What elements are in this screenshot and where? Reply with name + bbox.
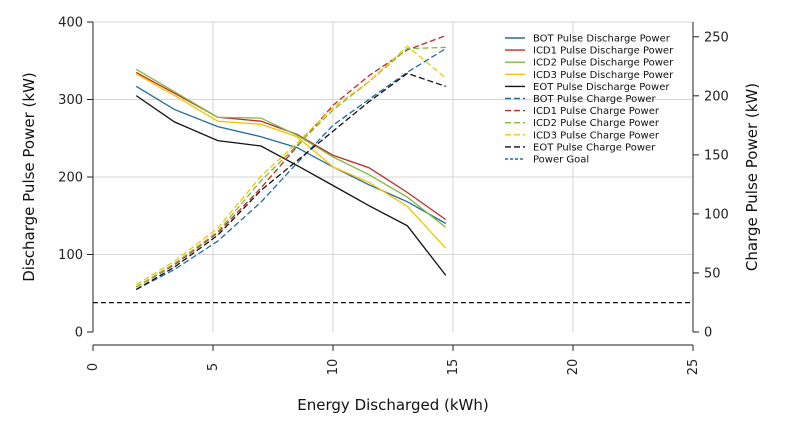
y-tick-label: 100 [58,248,83,263]
x-axis-title: Energy Discharged (kWh) [297,396,488,414]
legend-label: Power Goal [533,155,589,166]
series-bot-pulse-charge-power [135,48,447,291]
y2-tick-label: 50 [704,266,721,281]
series-icd2-pulse-charge-power [135,46,446,288]
legend-label: BOT Pulse Discharge Power [533,34,671,45]
legend-label: ICD3 Pulse Discharge Power [533,70,674,81]
y-axis-left: 0 100 200 300 400 [58,16,93,341]
y2-tick-label: 0 [704,326,712,341]
y2-tick-label: 150 [704,148,729,163]
y2-axis-title: Charge Pulse Power (kW) [743,83,761,271]
y2-tick-label: 200 [704,89,729,104]
series-eot-pulse-discharge-power [135,95,447,276]
y-tick-label: 400 [58,16,83,31]
y-tick-label: 0 [75,326,83,341]
y2-tick-label: 100 [704,207,729,222]
x-tick-label: 10 [326,359,341,376]
x-axis: 0 5 10 15 20 25 [86,344,701,376]
legend-label: ICD3 Pulse Charge Power [533,130,660,141]
grid-lines [93,21,693,332]
legend-label: ICD1 Pulse Charge Power [533,106,660,117]
legend-label: ICD2 Pulse Charge Power [533,118,660,129]
x-tick-label: 25 [686,359,701,376]
y-tick-label: 200 [58,171,83,186]
x-tick-label: 15 [446,359,461,376]
series-icd2-pulse-discharge-power [135,68,447,228]
series-bot-pulse-discharge-power [135,85,447,225]
x-tick-label: 0 [86,363,101,371]
series-icd3-pulse-discharge-power [135,73,447,249]
series-icd3-pulse-charge-power [135,45,447,286]
series-icd1-pulse-charge-power [135,34,447,288]
y-tick-label: 300 [58,93,83,108]
legend-label: ICD1 Pulse Discharge Power [533,46,674,57]
x-tick-label: 5 [206,363,221,371]
series-icd1-pulse-discharge-power [135,71,447,221]
y-axis-title: Discharge Pulse Power (kW) [20,72,38,282]
series-layer [93,34,693,304]
x-tick-label: 20 [566,359,581,376]
legend-label: EOT Pulse Charge Power [533,142,656,153]
y2-tick-label: 250 [704,30,729,45]
legend-label: EOT Pulse Discharge Power [533,82,670,93]
y-axis-right: 0 50 100 150 200 250 [693,30,729,341]
legend-label: ICD2 Pulse Discharge Power [533,58,674,69]
legend-label: BOT Pulse Charge Power [533,94,657,105]
